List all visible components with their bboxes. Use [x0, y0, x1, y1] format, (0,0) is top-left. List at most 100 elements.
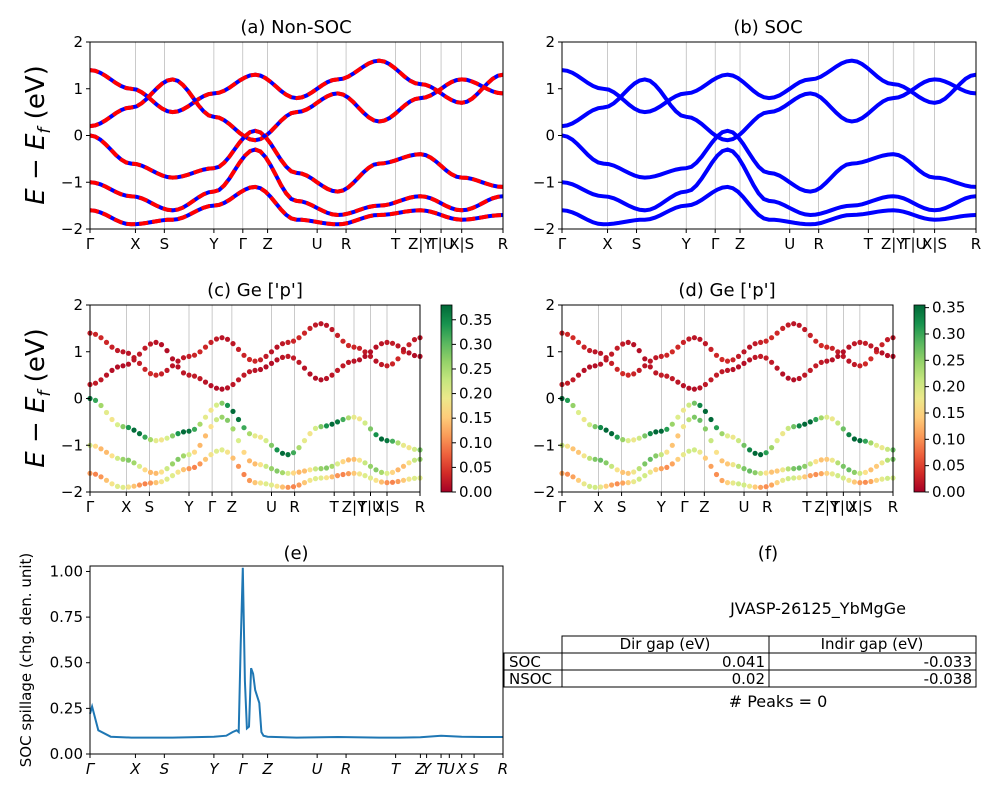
projection-point [389, 479, 396, 485]
projection-point [686, 417, 692, 423]
projection-point [829, 457, 835, 463]
projection-point [752, 484, 758, 490]
projection-point [769, 335, 775, 341]
projection-point [98, 446, 104, 452]
projection-point [92, 397, 99, 403]
projection-point [136, 482, 143, 488]
projection-point [675, 379, 681, 385]
projection-point [153, 339, 159, 345]
projection-point [296, 359, 302, 365]
projection-point [241, 352, 247, 358]
projection-point [609, 482, 615, 488]
projection-point [131, 427, 137, 433]
panel-e-xticks: Γ X S Y Γ Z U R T ZY TU X S R [86, 754, 508, 778]
peaks-count: # Peaks = 0 [729, 692, 828, 711]
projection-point [846, 477, 852, 483]
projection-point [713, 449, 720, 455]
ytick-label: −1 [61, 173, 83, 191]
projection-point [235, 438, 242, 444]
projection-point [620, 371, 626, 377]
projection-point [868, 356, 874, 362]
projection-point [691, 447, 698, 453]
projection-point [758, 339, 764, 345]
projection-point [879, 445, 885, 451]
panel-f: (f) JVASP-26125_YbMgGe Dir gap (eV) Indir… [503, 543, 977, 711]
projection-point [631, 437, 637, 443]
projection-point [708, 416, 714, 423]
projection-point [824, 344, 830, 350]
projection-point [598, 484, 604, 490]
projection-point [647, 358, 653, 364]
projection-point [735, 481, 742, 487]
projection-point [697, 402, 703, 408]
projection-point [873, 442, 880, 448]
projection-point [400, 463, 407, 469]
table-row-label: SOC [509, 653, 541, 671]
projection-point [675, 414, 681, 420]
projection-point [340, 338, 346, 344]
projection-point [285, 452, 291, 458]
xtick-label: R [498, 760, 508, 778]
colorbar-tick-label: 0.25 [932, 351, 965, 369]
projection-point [208, 452, 214, 458]
projection-point [351, 470, 357, 476]
projection-point [279, 470, 286, 476]
projection-point [362, 420, 368, 426]
projection-point [197, 349, 203, 355]
xtick-label: Γ [208, 498, 217, 516]
projection-point [180, 429, 187, 435]
xtick-label: U [312, 760, 323, 778]
projection-point [620, 480, 626, 486]
projection-point [724, 433, 731, 439]
projection-point [735, 353, 742, 359]
projection-point [345, 471, 352, 477]
projection-point [136, 463, 143, 469]
projection-point [702, 381, 709, 388]
table-header-indir-gap: Indir gap (eV) [821, 635, 924, 653]
panel-c-title: (c) Ge ['p'] [207, 280, 303, 301]
projection-point [575, 339, 582, 345]
xtick-label: Γ [86, 498, 95, 516]
projection-point [307, 431, 313, 437]
projection-point [730, 480, 736, 486]
projection-point [301, 365, 308, 371]
projection-point [241, 471, 247, 478]
projection-point [136, 351, 143, 357]
projection-point [824, 470, 830, 476]
projection-point [862, 361, 869, 367]
projection-point [318, 466, 324, 472]
projection-point [318, 321, 324, 327]
projection-point [257, 434, 264, 440]
xtick-label: S [632, 235, 642, 253]
projection-point [274, 344, 280, 350]
projection-point [307, 467, 313, 473]
xtick-label: Y [681, 235, 692, 253]
projection-point [334, 461, 341, 467]
projection-point [246, 477, 253, 484]
projection-point [268, 349, 275, 355]
projection-point [411, 457, 418, 463]
projection-point [285, 353, 291, 359]
xtick-label: Y [183, 498, 194, 516]
projection-point [158, 342, 165, 348]
projection-point [691, 414, 698, 420]
ytick-label: 2 [73, 33, 83, 51]
panel-c: (c) Ge ['p'] 210−1−2 Γ X S Y Γ Z U R T Z|YT|UX|S R… [61, 280, 493, 516]
projection-point [351, 414, 357, 420]
projection-point [345, 342, 352, 349]
projection-point [592, 456, 598, 462]
projection-point [587, 455, 593, 461]
projection-point [747, 447, 753, 453]
projection-point [636, 466, 642, 472]
xtick-label: Z|Y [881, 235, 906, 253]
xtick-label: R [888, 498, 898, 516]
projection-point [114, 347, 121, 354]
projection-point [406, 342, 412, 348]
projection-point [109, 416, 115, 423]
projection-point [230, 408, 236, 414]
projection-point [702, 455, 709, 461]
panel-b: (b) SOC 210−1−2 Γ X S Y Γ Z U R T Z|YT|UX|S R [533, 17, 981, 253]
projection-point [769, 445, 775, 451]
colorbar-tick-label: 0.20 [459, 385, 492, 403]
projection-point [614, 467, 620, 473]
